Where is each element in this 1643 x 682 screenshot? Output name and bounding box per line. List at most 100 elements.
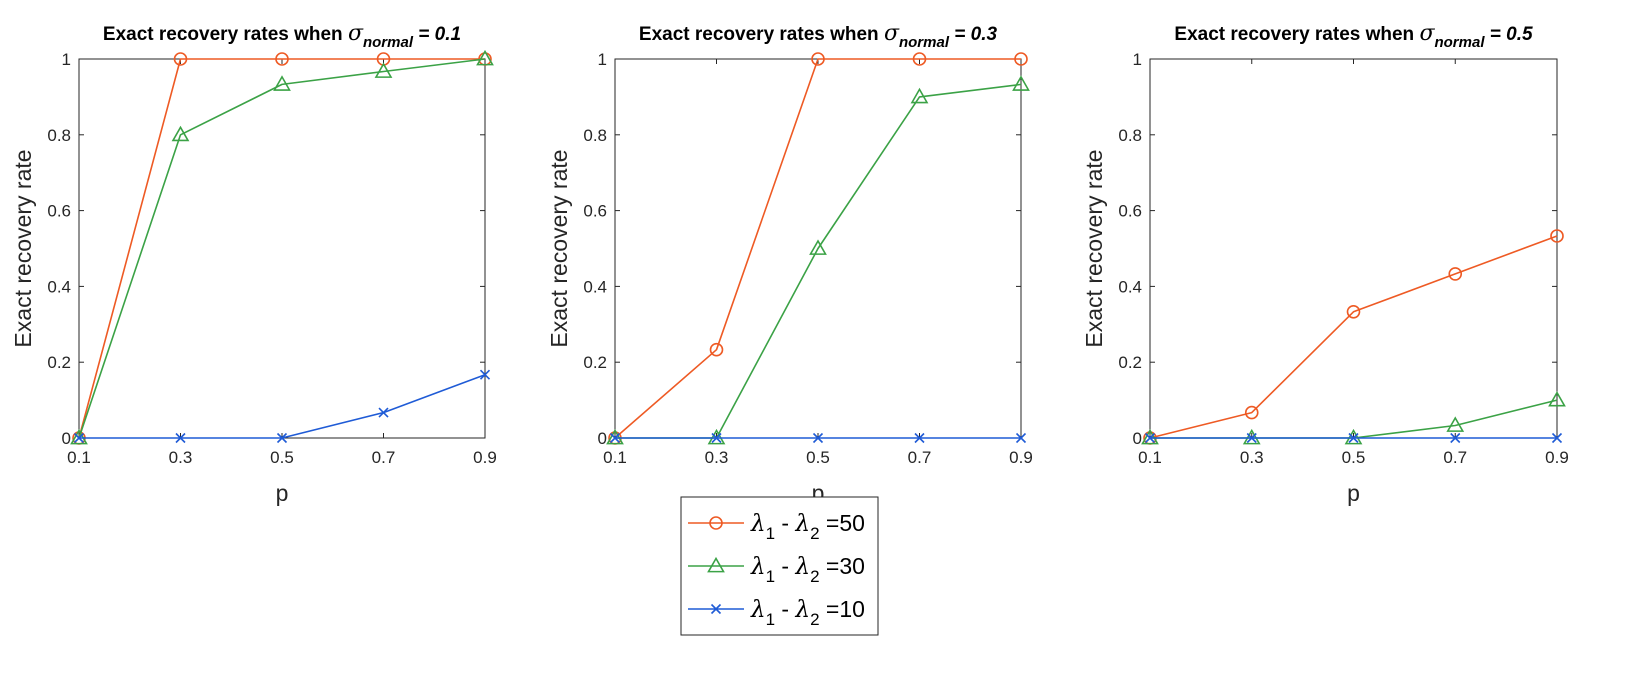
data-point-triangle: [1446, 416, 1465, 432]
lambda-symbol: λ: [795, 511, 811, 537]
title-prefix: Exact recovery rates when: [103, 24, 348, 45]
data-point-triangle: [171, 125, 190, 142]
x-tick-label: 0.3: [1240, 448, 1264, 467]
data-point-triangle: [910, 87, 929, 104]
data-point-x: [73, 432, 85, 444]
y-tick-label: 0.8: [583, 126, 607, 145]
y-tick-label: 1: [1133, 50, 1142, 69]
y-axis-label: Exact recovery rate: [1081, 149, 1107, 347]
series-x: [1144, 432, 1563, 444]
x-tick-label: 0.5: [1342, 448, 1366, 467]
data-point-x: [812, 432, 824, 444]
series-line: [614, 58, 1021, 439]
data-point-x: [276, 432, 288, 444]
x-tick-label: 0.9: [1009, 448, 1033, 467]
data-point-triangle: [273, 75, 291, 91]
data-point-circle: [275, 52, 289, 66]
lambda-symbol: λ: [795, 554, 811, 580]
x-tick-label: 0.9: [473, 448, 497, 467]
title-suffix: = 0.3: [949, 24, 997, 45]
x-tick-label: 0.1: [1138, 448, 1162, 467]
legend-value: =30: [820, 553, 865, 579]
legend-label: λ1 - λ2 =10: [750, 596, 865, 629]
data-point-triangle: [606, 428, 624, 445]
y-tick-label: 1: [62, 50, 71, 69]
lambda-subscript: 2: [810, 567, 819, 586]
data-point-circle: [173, 52, 188, 66]
y-tick-label: 0.8: [47, 126, 71, 145]
x-tick-label: 0.1: [67, 448, 91, 467]
lambda-subscript: 2: [810, 524, 819, 543]
x-tick-label: 0.9: [1545, 448, 1569, 467]
data-point-triangle: [1141, 428, 1159, 445]
chart-title: Exact recovery rates when σnormal = 0.3: [639, 21, 998, 51]
y-axis-label: Exact recovery rate: [10, 149, 36, 347]
y-tick-label: 0.8: [1118, 126, 1142, 145]
title-subscript: normal: [899, 34, 950, 51]
lambda-subscript: 2: [810, 610, 819, 629]
data-point-x: [479, 369, 491, 380]
series-x: [609, 432, 1027, 444]
lambda-subscript: 1: [766, 524, 775, 543]
data-point-x: [914, 432, 925, 444]
chart-title: Exact recovery rates when σnormal = 0.1: [103, 21, 461, 51]
title-subscript: normal: [363, 34, 414, 51]
y-tick-label: 0.6: [583, 202, 607, 221]
sigma-symbol: σ: [884, 21, 900, 46]
data-point-x: [1450, 432, 1461, 444]
data-point-triangle: [1012, 75, 1030, 91]
legend-value: =50: [820, 510, 865, 536]
data-point-circle: [811, 52, 825, 66]
data-point-triangle: [1344, 428, 1363, 445]
data-point-x: [1348, 432, 1359, 444]
legend-minus: -: [775, 510, 795, 536]
data-point-circle: [1014, 52, 1028, 66]
data-point-x: [1144, 432, 1156, 444]
x-tick-label: 0.7: [1443, 448, 1467, 467]
data-point-x: [711, 432, 722, 444]
data-point-triangle: [476, 49, 494, 66]
y-axis-label: Exact recovery rate: [546, 149, 572, 347]
legend-minus: -: [775, 596, 795, 622]
data-point-triangle: [1242, 428, 1261, 445]
chart-panel-1: 0.1 0.3 0.5 0.7 0.9 0 0.2 0.4 0.6 0.8 1 p Exact reco…: [10, 21, 497, 506]
title-prefix: Exact recovery rates when: [639, 24, 884, 45]
data-point-x: [1015, 432, 1027, 444]
data-point-triangle: [809, 239, 827, 255]
title-suffix: = 0.1: [413, 24, 461, 45]
x-axis-label: p: [1347, 480, 1360, 506]
legend-marker-triangle: [707, 556, 725, 573]
y-tick-label: 0.6: [47, 202, 71, 221]
chart-panel-3: 0.1 0.3 0.5 0.7 0.9 0 0.2 0.4 0.6 0.8 1 p Exact reco…: [1081, 21, 1569, 506]
y-tick-label: 0.2: [1118, 353, 1142, 372]
y-tick-label: 0.6: [1118, 202, 1142, 221]
sigma-symbol: σ: [1419, 21, 1435, 46]
x-tick-label: 0.1: [603, 448, 627, 467]
x-tick-label: 0.7: [908, 448, 932, 467]
lambda-symbol: λ: [750, 511, 766, 537]
data-point-circle: [1448, 267, 1463, 281]
data-point-x: [609, 432, 621, 444]
y-tick-label: 0.2: [583, 353, 607, 372]
plot-area: [78, 58, 486, 439]
data-point-circle: [1346, 304, 1361, 319]
legend-entry: λ1 - λ2 =30: [688, 553, 865, 586]
legend-label: λ1 - λ2 =50: [750, 510, 865, 543]
x-tick-label: 0.5: [270, 448, 294, 467]
data-point-circle: [709, 342, 724, 357]
legend-minus: -: [775, 553, 795, 579]
legend-label: λ1 - λ2 =30: [750, 553, 865, 586]
data-point-circle: [1550, 229, 1564, 243]
plot-area: [1149, 58, 1558, 439]
y-tick-label: 0: [598, 429, 607, 448]
data-point-triangle: [374, 62, 393, 78]
y-tick-label: 0.4: [1118, 277, 1142, 296]
data-point-x: [378, 407, 389, 418]
x-tick-label: 0.3: [169, 448, 193, 467]
legend-value: =10: [820, 596, 865, 622]
data-point-triangle: [1548, 390, 1566, 407]
lambda-subscript: 1: [766, 567, 775, 586]
legend-marker-x: [710, 603, 722, 615]
